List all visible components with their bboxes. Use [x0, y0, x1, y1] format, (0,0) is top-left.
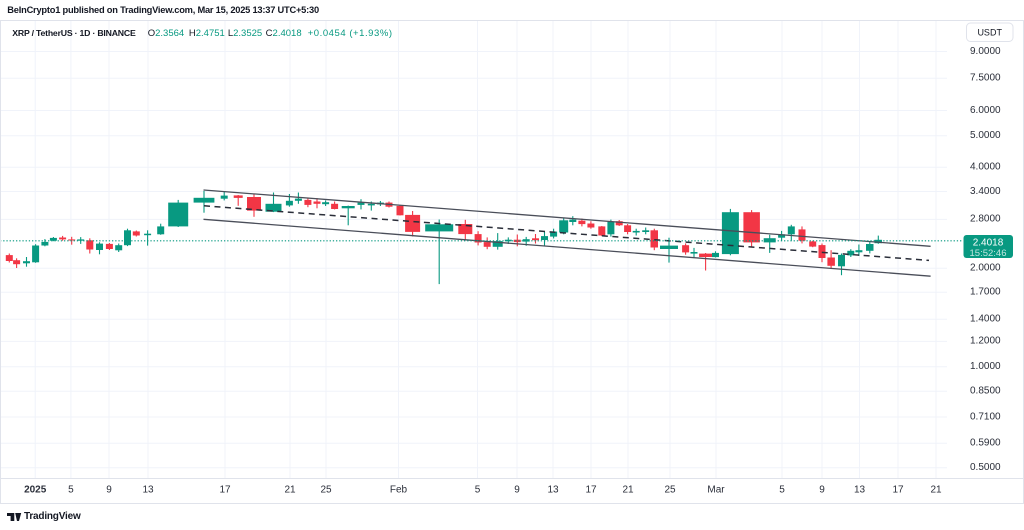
svg-text:1.7000: 1.7000: [970, 287, 1001, 298]
svg-text:0.7100: 0.7100: [970, 411, 1001, 422]
svg-text:17: 17: [585, 485, 597, 496]
svg-text:17: 17: [219, 485, 231, 496]
svg-text:1.2000: 1.2000: [970, 336, 1001, 347]
svg-text:2.4018: 2.4018: [973, 238, 1004, 249]
svg-text:5: 5: [779, 485, 785, 496]
svg-text:Feb: Feb: [390, 485, 408, 496]
svg-text:2.0000: 2.0000: [970, 263, 1001, 274]
svg-text:3.4000: 3.4000: [970, 186, 1001, 197]
svg-text:5: 5: [68, 485, 74, 496]
svg-text:9.0000: 9.0000: [970, 46, 1001, 57]
svg-text:7.5000: 7.5000: [970, 73, 1001, 84]
svg-text:9: 9: [514, 485, 520, 496]
svg-text:1.0000: 1.0000: [970, 361, 1001, 372]
svg-text:25: 25: [320, 485, 332, 496]
svg-text:25: 25: [664, 485, 676, 496]
svg-text:2.8000: 2.8000: [970, 214, 1001, 225]
svg-text:13: 13: [142, 485, 154, 496]
svg-text:4.0000: 4.0000: [970, 162, 1001, 173]
svg-text:6.0000: 6.0000: [970, 105, 1001, 116]
svg-text:USDT: USDT: [977, 28, 1002, 38]
svg-text:21: 21: [284, 485, 296, 496]
svg-text:2025: 2025: [24, 485, 47, 496]
svg-text:13: 13: [547, 485, 559, 496]
svg-text:9: 9: [106, 485, 112, 496]
svg-text:5: 5: [475, 485, 481, 496]
svg-text:Mar: Mar: [707, 485, 725, 496]
svg-text:21: 21: [930, 485, 942, 496]
svg-text:9: 9: [819, 485, 825, 496]
svg-text:0.5900: 0.5900: [970, 438, 1001, 449]
svg-text:13: 13: [854, 485, 866, 496]
svg-text:0.5000: 0.5000: [970, 462, 1001, 473]
svg-text:17: 17: [892, 485, 904, 496]
svg-text:5.0000: 5.0000: [970, 130, 1001, 141]
svg-text:0.8500: 0.8500: [970, 386, 1001, 397]
svg-text:1.4000: 1.4000: [970, 314, 1001, 325]
svg-text:15:52:46: 15:52:46: [970, 248, 1007, 259]
svg-text:21: 21: [622, 485, 634, 496]
